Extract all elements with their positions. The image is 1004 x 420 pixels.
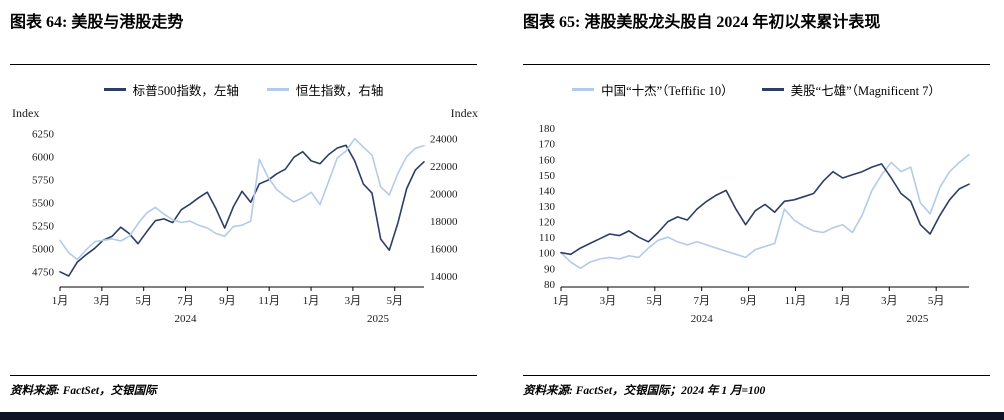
- svg-text:4750: 4750: [32, 266, 55, 278]
- svg-text:5000: 5000: [32, 243, 55, 255]
- svg-text:5250: 5250: [32, 220, 55, 232]
- svg-text:6000: 6000: [32, 151, 55, 163]
- svg-text:16000: 16000: [430, 244, 458, 256]
- legend-line-swatch: [761, 88, 784, 91]
- svg-text:11月: 11月: [258, 295, 280, 307]
- chart64-legend: 标普500指数，左轴 恒生指数，右轴: [10, 80, 477, 99]
- svg-text:3月: 3月: [345, 295, 362, 307]
- chart65-source: 资料来源: FactSet，交银国际；2024 年 1 月=100: [523, 385, 766, 397]
- svg-text:110: 110: [539, 232, 556, 244]
- svg-text:2024: 2024: [691, 313, 714, 325]
- svg-text:1月: 1月: [303, 295, 320, 307]
- chart64-source-block: 资料来源: FactSet，交银国际: [10, 375, 477, 406]
- svg-text:2024: 2024: [175, 313, 198, 325]
- legend-label: 标普500指数，左轴: [132, 84, 239, 98]
- svg-text:22000: 22000: [430, 161, 458, 173]
- svg-text:3月: 3月: [881, 295, 898, 307]
- svg-text:5500: 5500: [32, 197, 55, 209]
- svg-text:14000: 14000: [430, 271, 458, 283]
- chart65-title: 图表 65: 港股美股龙头股自 2024 年初以来累计表现: [523, 14, 881, 31]
- svg-text:160: 160: [539, 154, 556, 166]
- report-body: 图表 64: 美股与港股走势 标普500指数，左轴 恒生指数，右轴 Index In…: [10, 10, 990, 406]
- chart64-title-divider: [10, 64, 477, 65]
- chart64-plot-area: Index Index 4750 5000 5250 5500 5750 6000 6250 14…: [10, 101, 478, 338]
- svg-text:Index: Index: [451, 106, 478, 120]
- svg-text:5750: 5750: [32, 174, 55, 186]
- chart64-title: 图表 64: 美股与港股走势: [10, 14, 184, 31]
- svg-text:20000: 20000: [430, 189, 458, 201]
- legend-item: 中国“十杰”（Teffific 10）: [572, 80, 734, 99]
- chart65-section: 图表 65: 港股美股龙头股自 2024 年初以来累计表现 中国“十杰”（Tef…: [523, 10, 990, 406]
- legend-label: 美股“七雄”（Magnificent 7）: [790, 84, 941, 98]
- svg-text:1月: 1月: [553, 295, 570, 307]
- legend-label: 中国“十杰”（Teffific 10）: [601, 84, 734, 98]
- svg-text:170: 170: [539, 139, 556, 151]
- svg-text:5月: 5月: [928, 295, 945, 307]
- svg-text:90: 90: [544, 263, 556, 275]
- svg-text:18000: 18000: [430, 216, 458, 228]
- svg-text:3月: 3月: [600, 295, 617, 307]
- svg-text:3月: 3月: [94, 295, 111, 307]
- page-footer-bar: [0, 412, 1004, 420]
- legend-line-swatch: [572, 88, 595, 91]
- svg-text:5月: 5月: [135, 295, 152, 307]
- svg-text:180: 180: [539, 123, 556, 135]
- legend-item: 美股“七雄”（Magnificent 7）: [761, 80, 941, 99]
- svg-text:7月: 7月: [177, 295, 194, 307]
- legend-line-swatch: [266, 88, 289, 91]
- svg-text:9月: 9月: [740, 295, 757, 307]
- legend-item: 恒生指数，右轴: [266, 80, 384, 99]
- svg-text:2025: 2025: [367, 313, 390, 325]
- chart65-line-chart: 80 90 100 110 120 130 140 150 160 170 180 1月 3月 5月 7月 9…: [539, 123, 970, 325]
- legend-line-swatch: [103, 88, 126, 91]
- chart65-title-divider: [523, 64, 990, 65]
- chart65-source-block: 资料来源: FactSet，交银国际；2024 年 1 月=100: [523, 375, 990, 406]
- svg-text:9月: 9月: [219, 295, 236, 307]
- chart64-source-divider: [10, 375, 477, 376]
- svg-text:80: 80: [544, 279, 556, 291]
- chart64-source: 资料来源: FactSet，交银国际: [10, 385, 157, 397]
- svg-text:130: 130: [539, 201, 556, 213]
- svg-text:120: 120: [539, 217, 556, 229]
- svg-text:7月: 7月: [693, 295, 710, 307]
- chart65-source-divider: [523, 375, 990, 376]
- legend-label: 恒生指数，右轴: [295, 84, 384, 98]
- svg-text:150: 150: [539, 170, 556, 182]
- svg-text:11月: 11月: [785, 295, 807, 307]
- chart64-section: 图表 64: 美股与港股走势 标普500指数，左轴 恒生指数，右轴 Index In…: [10, 10, 478, 406]
- svg-text:Index: Index: [12, 106, 39, 120]
- svg-text:100: 100: [539, 248, 556, 260]
- legend-item: 标普500指数，左轴: [103, 80, 239, 99]
- svg-text:2025: 2025: [906, 313, 929, 325]
- chart65-plot-area: 80 90 100 110 120 130 140 150 160 170 180 1月 3月 5月 7月 9…: [523, 101, 990, 338]
- chart65-legend: 中国“十杰”（Teffific 10） 美股“七雄”（Magnificent 7）: [523, 80, 990, 99]
- svg-text:140: 140: [539, 185, 556, 197]
- svg-text:6250: 6250: [32, 128, 55, 140]
- svg-text:5月: 5月: [386, 295, 403, 307]
- svg-text:1月: 1月: [834, 295, 851, 307]
- chart64-line-chart: Index Index 4750 5000 5250 5500 5750 6000 6250 14…: [12, 106, 478, 325]
- svg-text:5月: 5月: [647, 295, 664, 307]
- svg-text:24000: 24000: [430, 134, 458, 146]
- svg-text:1月: 1月: [52, 295, 69, 307]
